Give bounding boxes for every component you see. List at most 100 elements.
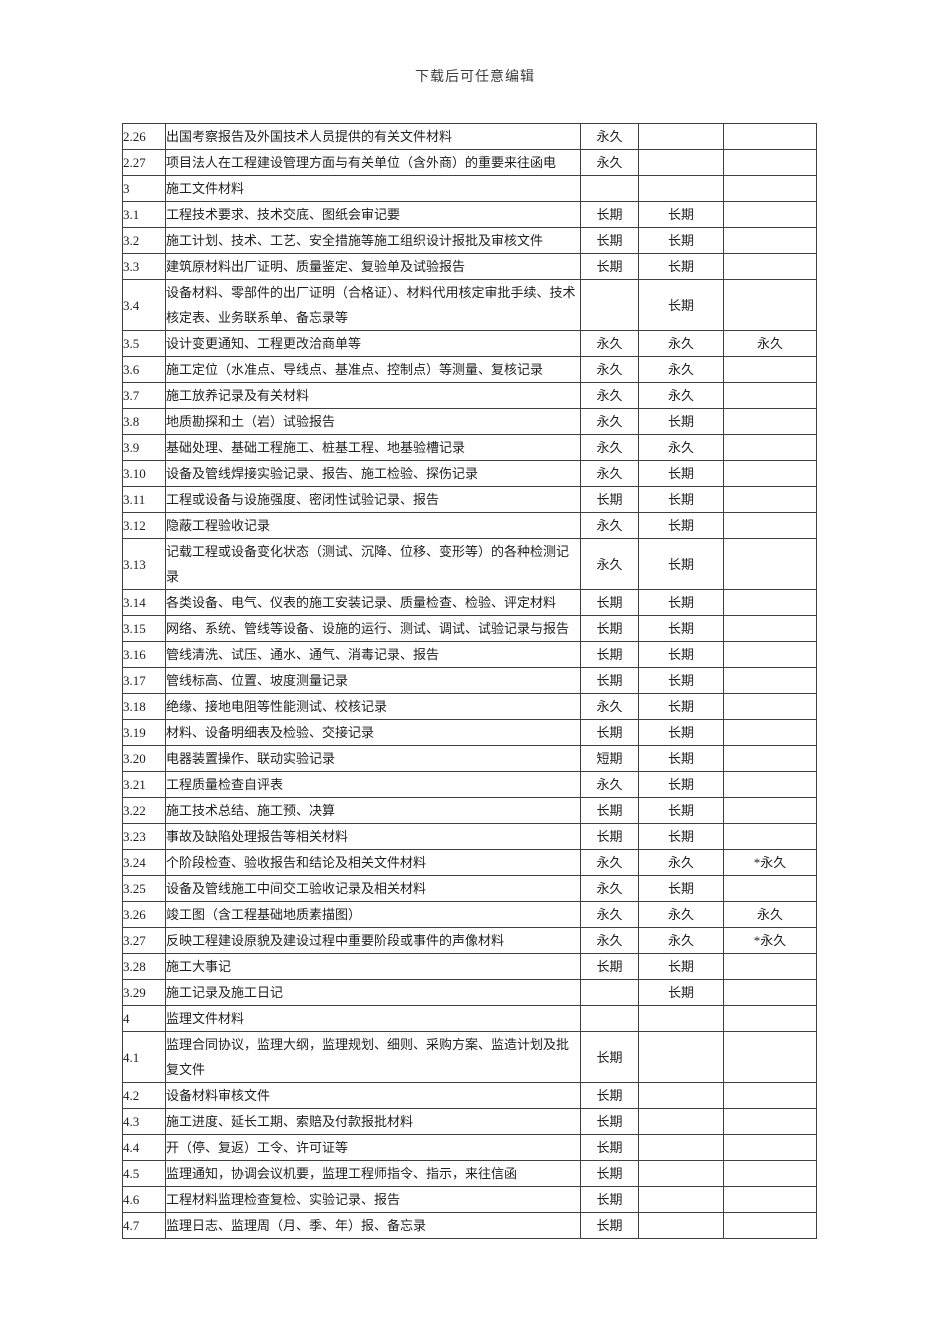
retention-cell-1: 长期 (580, 823, 639, 850)
table-row: 3.4 设备材料、零部件的出厂证明（合格证）、材料代用核定审批手续、技术核定表、业… (122, 279, 817, 331)
retention-cell-2 (638, 1160, 724, 1187)
item-description-cell: 施工计划、技术、工艺、安全措施等施工组织设计报批及审核文件 (165, 227, 581, 254)
retention-cell-1: 永久 (580, 434, 639, 461)
item-number-cell: 2.27 (122, 149, 166, 176)
retention-cell-3 (723, 382, 817, 409)
retention-cell-1: 长期 (580, 227, 639, 254)
retention-cell-3 (723, 719, 817, 746)
item-description-cell: 施工进度、延长工期、索赔及付款报批材料 (165, 1108, 581, 1135)
item-description-cell: 基础处理、基础工程施工、桩基工程、地基验槽记录 (165, 434, 581, 461)
retention-cell-3 (723, 797, 817, 824)
retention-cell-1: 长期 (580, 1160, 639, 1187)
retention-cell-3 (723, 823, 817, 850)
table-row: 3.26 竣工图（含工程基础地质素描图） 永久 永久 永久 (122, 901, 817, 928)
item-description-cell: 施工技术总结、施工预、决算 (165, 797, 581, 824)
item-number-cell: 2.26 (122, 123, 166, 150)
table-row: 4.1 监理合同协议，监理大纲，监理规划、细则、采购方案、监造计划及批复文件 长期 (122, 1031, 817, 1083)
table-row: 3.15 网络、系统、管线等设备、设施的运行、测试、调试、试验记录与报告 长期 长期 (122, 615, 817, 642)
retention-cell-1 (580, 175, 639, 202)
retention-cell-3 (723, 460, 817, 487)
retention-cell-1: 长期 (580, 641, 639, 668)
retention-cell-3 (723, 589, 817, 616)
retention-cell-3 (723, 279, 817, 331)
retention-cell-3 (723, 875, 817, 902)
item-description-cell: 开（停、复返）工令、许可证等 (165, 1134, 581, 1161)
retention-cell-2 (638, 1005, 724, 1032)
table-row: 3.1 工程技术要求、技术交底、图纸会审记要 长期 长期 (122, 201, 817, 228)
retention-cell-3 (723, 1186, 817, 1213)
table-row: 3.11 工程或设备与设施强度、密闭性试验记录、报告 长期 长期 (122, 486, 817, 513)
retention-cell-3 (723, 1082, 817, 1109)
item-description-cell: 设备材料审核文件 (165, 1082, 581, 1109)
retention-cell-1: 永久 (580, 382, 639, 409)
item-description-cell: 管线清洗、试压、通水、通气、消毒记录、报告 (165, 641, 581, 668)
item-number-cell: 4.1 (122, 1031, 166, 1083)
item-number-cell: 3.26 (122, 901, 166, 928)
item-description-cell: 施工定位（水准点、导线点、基准点、控制点）等测量、复核记录 (165, 356, 581, 383)
table-row: 3.13 记载工程或设备变化状态（测试、沉降、位移、变形等）的各种检测记录 永久 长期 (122, 538, 817, 590)
retention-cell-2: 长期 (638, 719, 724, 746)
retention-cell-1: 长期 (580, 253, 639, 280)
item-number-cell: 3.18 (122, 693, 166, 720)
item-description-cell: 施工文件材料 (165, 175, 581, 202)
item-number-cell: 3.23 (122, 823, 166, 850)
item-description-cell: 施工放养记录及有关材料 (165, 382, 581, 409)
table-row: 3.8 地质勘探和土（岩）试验报告 永久 长期 (122, 408, 817, 435)
retention-cell-1: 长期 (580, 797, 639, 824)
item-number-cell: 4.3 (122, 1108, 166, 1135)
retention-cell-2 (638, 1186, 724, 1213)
retention-cell-1: 长期 (580, 667, 639, 694)
retention-cell-3 (723, 408, 817, 435)
retention-cell-1: 长期 (580, 1108, 639, 1135)
item-description-cell: 设备及管线施工中间交工验收记录及相关材料 (165, 875, 581, 902)
retention-cell-1: 长期 (580, 953, 639, 980)
table-row: 3.27 反映工程建设原貌及建设过程中重要阶段或事件的声像材料 永久 永久 *永久 (122, 927, 817, 954)
retention-cell-2: 长期 (638, 486, 724, 513)
retention-cell-1: 永久 (580, 849, 639, 876)
item-number-cell: 4.6 (122, 1186, 166, 1213)
retention-cell-3 (723, 149, 817, 176)
retention-cell-1: 长期 (580, 1212, 639, 1239)
item-description-cell: 出国考察报告及外国技术人员提供的有关文件材料 (165, 123, 581, 150)
retention-cell-1: 长期 (580, 1082, 639, 1109)
retention-cell-3 (723, 1134, 817, 1161)
table-row: 3.7 施工放养记录及有关材料 永久 永久 (122, 382, 817, 409)
item-description-cell: 竣工图（含工程基础地质素描图） (165, 901, 581, 928)
retention-cell-2: 长期 (638, 745, 724, 772)
item-description-cell: 记载工程或设备变化状态（测试、沉降、位移、变形等）的各种检测记录 (165, 538, 581, 590)
retention-cell-1: 永久 (580, 538, 639, 590)
retention-cell-2: 长期 (638, 408, 724, 435)
item-number-cell: 3.21 (122, 771, 166, 798)
item-description-cell: 建筑原材料出厂证明、质量鉴定、复验单及试验报告 (165, 253, 581, 280)
item-number-cell: 3.20 (122, 745, 166, 772)
retention-cell-1: 永久 (580, 901, 639, 928)
table-row: 4.4 开（停、复返）工令、许可证等 长期 (122, 1134, 817, 1161)
retention-cell-3 (723, 667, 817, 694)
retention-cell-2: 长期 (638, 279, 724, 331)
table-row: 2.26 出国考察报告及外国技术人员提供的有关文件材料 永久 (122, 123, 817, 150)
table-row: 3.6 施工定位（水准点、导线点、基准点、控制点）等测量、复核记录 永久 永久 (122, 356, 817, 383)
table-row: 4 监理文件材料 (122, 1005, 817, 1032)
item-description-cell: 管线标高、位置、坡度测量记录 (165, 667, 581, 694)
item-description-cell: 各类设备、电气、仪表的施工安装记录、质量检查、检验、评定材料 (165, 589, 581, 616)
retention-cell-3 (723, 693, 817, 720)
retention-cell-1: 永久 (580, 330, 639, 357)
item-number-cell: 4.4 (122, 1134, 166, 1161)
retention-cell-3: *永久 (723, 927, 817, 954)
retention-cell-3 (723, 1160, 817, 1187)
item-description-cell: 施工记录及施工日记 (165, 979, 581, 1006)
retention-cell-2: 永久 (638, 434, 724, 461)
item-number-cell: 3.25 (122, 875, 166, 902)
item-description-cell: 设备材料、零部件的出厂证明（合格证）、材料代用核定审批手续、技术核定表、业务联系… (165, 279, 581, 331)
retention-cell-2 (638, 1212, 724, 1239)
retention-cell-1: 永久 (580, 460, 639, 487)
retention-cell-3 (723, 1212, 817, 1239)
item-description-cell: 工程材料监理检查复检、实验记录、报告 (165, 1186, 581, 1213)
item-number-cell: 3.17 (122, 667, 166, 694)
item-description-cell: 反映工程建设原貌及建设过程中重要阶段或事件的声像材料 (165, 927, 581, 954)
item-description-cell: 工程或设备与设施强度、密闭性试验记录、报告 (165, 486, 581, 513)
item-description-cell: 隐蔽工程验收记录 (165, 512, 581, 539)
item-number-cell: 3.5 (122, 330, 166, 357)
archive-table-body: 2.26 出国考察报告及外国技术人员提供的有关文件材料 永久 2.27 项目法人在工程建… (122, 123, 817, 1239)
